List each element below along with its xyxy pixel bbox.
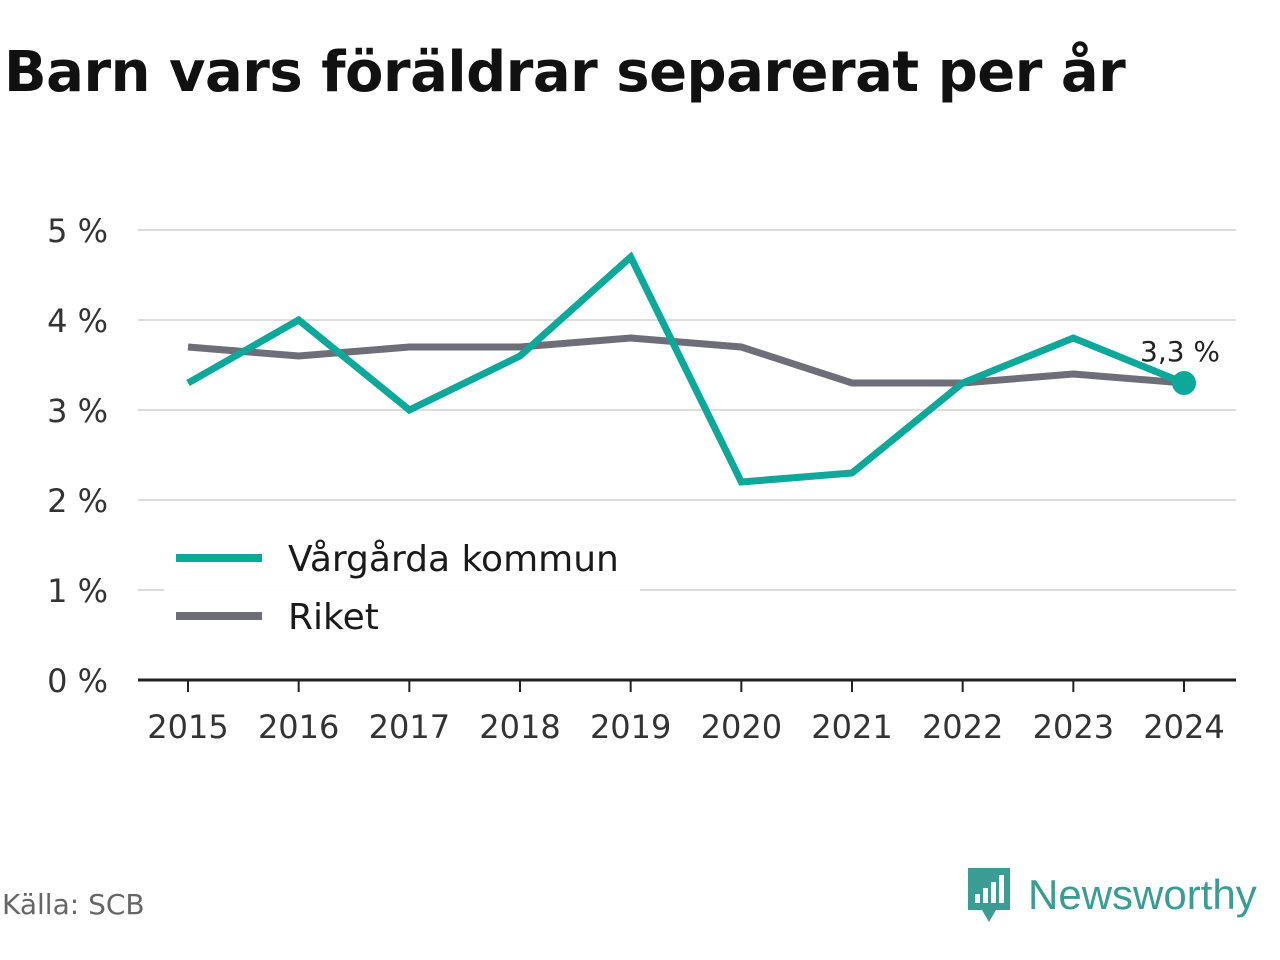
y-tick-label: 3 %	[47, 392, 108, 430]
source-note: Källa: SCB	[2, 888, 145, 921]
newsworthy-logo-icon	[968, 868, 1010, 922]
y-tick-label: 4 %	[47, 302, 108, 340]
x-tick-label: 2024	[1143, 708, 1224, 746]
legend-background	[164, 530, 640, 650]
x-tick-label: 2016	[258, 708, 339, 746]
legend-label: Riket	[288, 597, 379, 638]
x-tick-label: 2023	[1033, 708, 1114, 746]
x-tick-label: 2019	[590, 708, 671, 746]
y-tick-label: 0 %	[47, 662, 108, 700]
y-axis-ticks: 0 % 1 % 2 % 3 % 4 % 5 %	[47, 212, 108, 700]
chart-title: Barn vars föräldrar separerat per år	[4, 40, 1126, 105]
x-axis: 2015 2016 2017 2018 2019 2020 2021 2022 2023 2024	[138, 678, 1236, 746]
x-tick-label: 2022	[922, 708, 1003, 746]
brand-logo: Newsworthy	[964, 866, 1257, 924]
x-tick-label: 2017	[369, 708, 450, 746]
brand-name: Newsworthy	[1028, 871, 1257, 918]
x-tick-label: 2015	[147, 708, 228, 746]
x-tick-label: 2021	[811, 708, 892, 746]
series-lines	[186, 251, 1186, 486]
x-tick-label: 2018	[479, 708, 560, 746]
y-tick-label: 1 %	[47, 572, 108, 610]
series-line-vargarda	[186, 251, 1186, 486]
y-tick-label: 5 %	[47, 212, 108, 250]
legend: Vårgårda kommun Riket	[164, 530, 640, 650]
end-value-label: 3,3 %	[1140, 335, 1220, 368]
series-line-riket	[187, 334, 1185, 387]
legend-label: Vårgårda kommun	[288, 539, 619, 580]
end-annotation: 3,3 %	[1140, 335, 1220, 395]
end-point-marker	[1172, 371, 1196, 395]
x-tick-label: 2020	[701, 708, 782, 746]
y-tick-label: 2 %	[47, 482, 108, 520]
